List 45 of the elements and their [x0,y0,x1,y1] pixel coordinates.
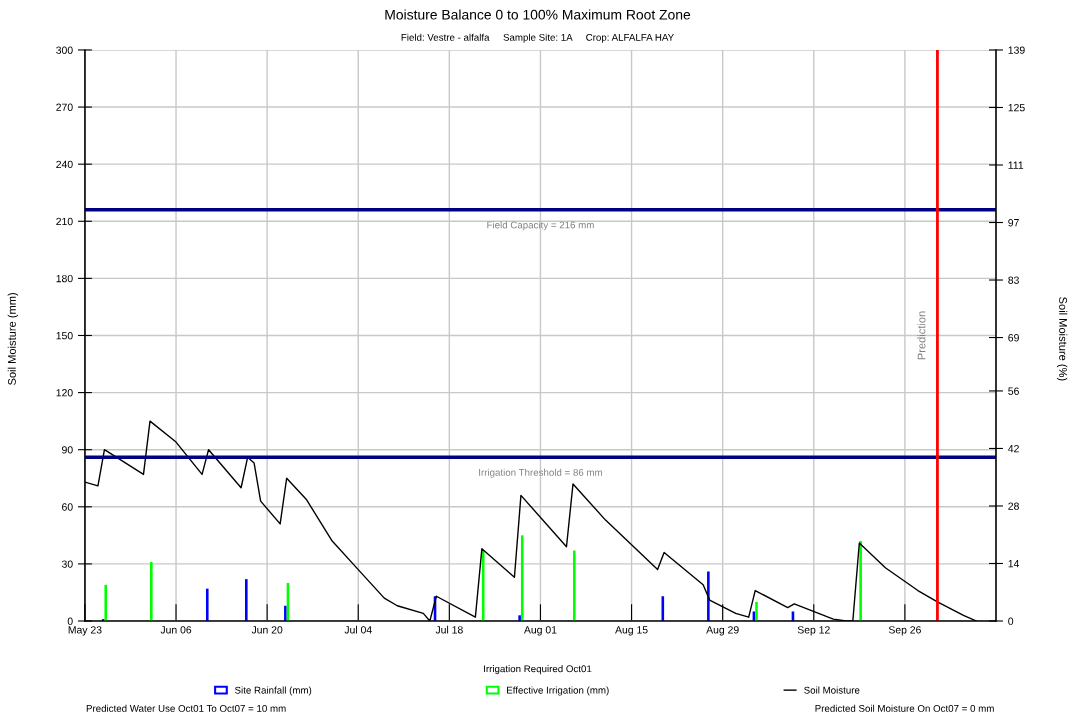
legend-label: Effective Irrigation (mm) [507,686,609,696]
x-tick-label: Jul 04 [344,625,372,634]
y2-tick-label: 14 [1008,560,1020,568]
x-tick-label: Jun 20 [251,626,283,634]
text: Irrigation Required Oct01 [484,665,592,675]
y2-axis-title: Soil Moisture (%) [1056,297,1068,381]
y2-tick-label: 139 [1008,46,1025,54]
chart-subtitle: Field: Vestre - alfalfa Sample Site: 1A Crop: ALFALFA HAY [401,33,674,43]
y2-tick-label: 111 [1008,161,1024,169]
y-tick-label: 210 [56,217,73,226]
y2-tick-label: 42 [1008,444,1019,453]
x-tick-label: Jun 06 [160,626,192,634]
x-tick-label: Aug 01 [523,626,557,636]
x-tick-label: Jul 18 [435,625,463,634]
y2-tick-label: 0 [1008,617,1014,625]
x-tick-label: Aug 15 [615,626,648,636]
x-tick-label: Sep 26 [888,626,921,636]
y-tick-label: 270 [56,103,73,111]
ref-line-label: Prediction [917,311,926,360]
ref-line-label: Irrigation Threshold = 86 mm [479,468,603,478]
y-tick-label: 90 [62,446,73,454]
legend-label: Soil Moisture [804,686,860,694]
y2-tick-label: 28 [1008,502,1019,510]
text: Predicted Soil Moisture On Oct07 = 0 mm [815,704,994,712]
text: Predicted Water Use Oct01 To Oct07 = 10 mm [86,704,286,712]
y-tick-label: 300 [56,46,73,54]
chart-title: Moisture Balance 0 to 100% Maximum Root Zone [385,9,691,20]
y-tick-label: 120 [56,389,73,397]
y2-tick-label: 56 [1008,387,1019,395]
ref-line-label: Field Capacity = 216 mm [487,221,594,231]
y-tick-label: 30 [61,560,73,568]
y-axis-title: Soil Moisture (mm) [7,292,19,385]
y-tick-label: 60 [62,503,73,511]
y-tick-label: 240 [56,160,73,169]
legend-label: Site Rainfall (mm) [235,686,312,696]
y-tick-label: 150 [56,331,73,340]
x-tick-label: May 23 [68,626,102,636]
y-tick-label: 0 [67,617,73,625]
y-tick-label: 180 [56,274,73,283]
y2-tick-label: 125 [1008,103,1025,112]
y2-tick-label: 97 [1008,219,1019,227]
x-tick-label: Sep 12 [797,626,830,636]
y2-tick-label: 83 [1008,276,1019,284]
x-tick-label: Aug 29 [706,626,739,636]
y2-tick-label: 69 [1008,334,1019,342]
